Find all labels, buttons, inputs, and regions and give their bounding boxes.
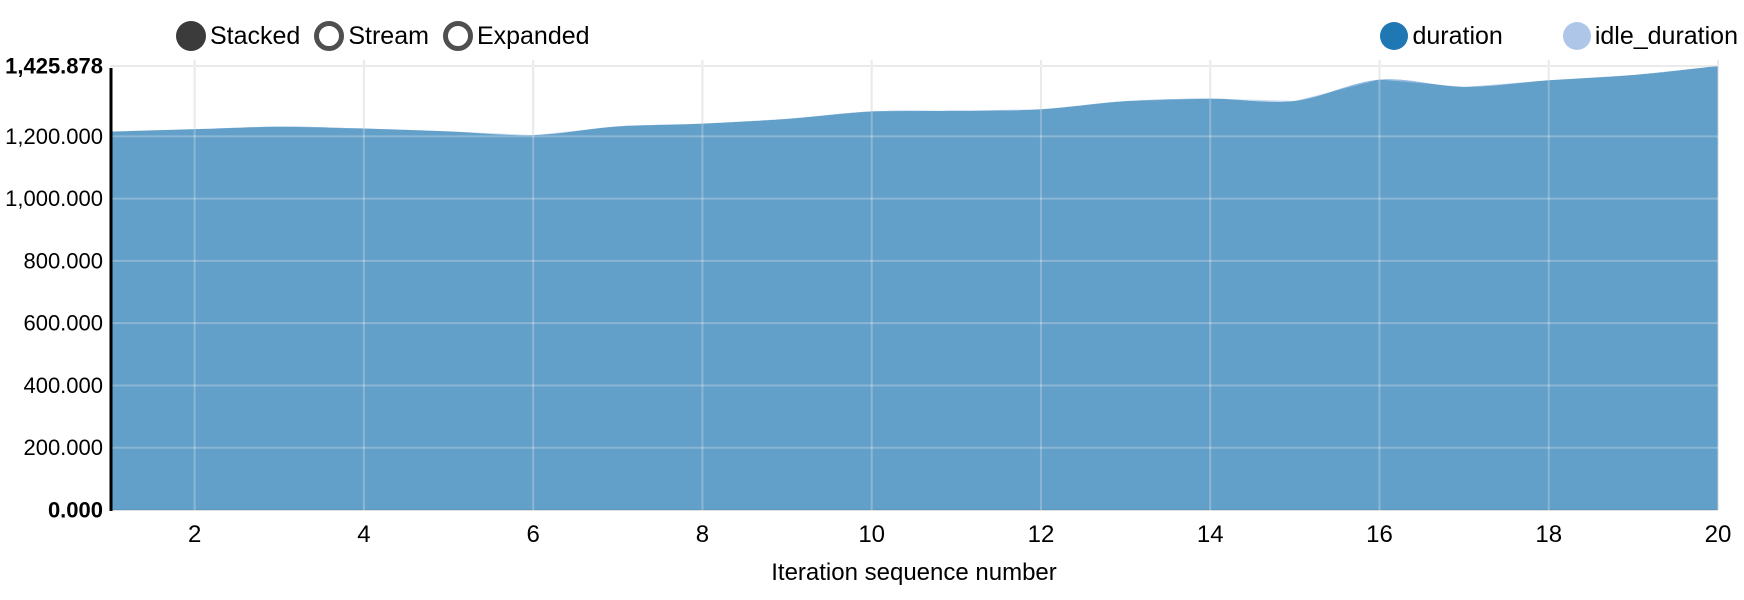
legend-item-duration[interactable]: duration (1380, 21, 1503, 51)
chart-mode-controls: Stacked Stream Expanded (176, 21, 590, 51)
x-tick-label: 20 (1705, 521, 1732, 548)
x-tick-label: 16 (1366, 521, 1393, 548)
control-stacked[interactable]: Stacked (176, 21, 300, 51)
y-tick-label: 800.000 (23, 248, 103, 273)
area-series-duration[interactable] (110, 66, 1718, 510)
legend-swatch-duration-icon (1380, 22, 1409, 50)
y-tick-label: 1,425.878 (5, 54, 103, 79)
control-expanded[interactable]: Expanded (442, 21, 590, 51)
legend-item-idle-duration[interactable]: idle_duration (1562, 21, 1738, 51)
y-tick-label: 1,000.000 (5, 186, 103, 211)
y-tick-label: 0.000 (48, 498, 103, 523)
x-tick-label: 2 (188, 521, 201, 548)
chart-legend: duration idle_duration (1380, 22, 1738, 51)
x-tick-label: 18 (1535, 521, 1562, 548)
chart-header: Stacked Stream Expanded duration idle_du… (0, 16, 1744, 56)
x-tick-label: 8 (696, 521, 709, 548)
y-tick-label: 600.000 (23, 311, 103, 336)
radio-unselected-icon (442, 21, 473, 51)
y-tick-label: 400.000 (23, 373, 103, 398)
x-tick-label: 14 (1197, 521, 1224, 548)
y-tick-label: 200.000 (23, 435, 103, 460)
x-axis-title: Iteration sequence number (771, 559, 1057, 586)
x-tick-label: 6 (526, 521, 539, 548)
x-tick-label: 12 (1028, 521, 1055, 548)
legend-label-idle-duration: idle_duration (1594, 21, 1738, 50)
control-stacked-label: Stacked (210, 21, 301, 50)
y-tick-label: 1,200.000 (5, 124, 103, 149)
control-stream[interactable]: Stream (314, 21, 429, 51)
radio-selected-icon (176, 21, 206, 51)
legend-label-duration: duration (1412, 21, 1503, 50)
legend-swatch-idle-duration-icon (1562, 22, 1591, 50)
radio-unselected-icon (314, 21, 345, 51)
control-stream-label: Stream (348, 21, 429, 50)
x-tick-label: 10 (858, 521, 885, 548)
x-tick-label: 4 (357, 521, 370, 548)
control-expanded-label: Expanded (476, 21, 590, 50)
